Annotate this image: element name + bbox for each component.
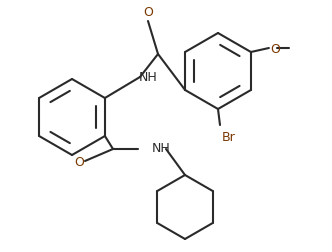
Text: O: O: [143, 6, 153, 19]
Text: NH: NH: [152, 141, 171, 154]
Text: O: O: [74, 155, 84, 168]
Text: NH: NH: [139, 70, 157, 83]
Text: O: O: [270, 42, 280, 55]
Text: Br: Br: [222, 131, 236, 143]
